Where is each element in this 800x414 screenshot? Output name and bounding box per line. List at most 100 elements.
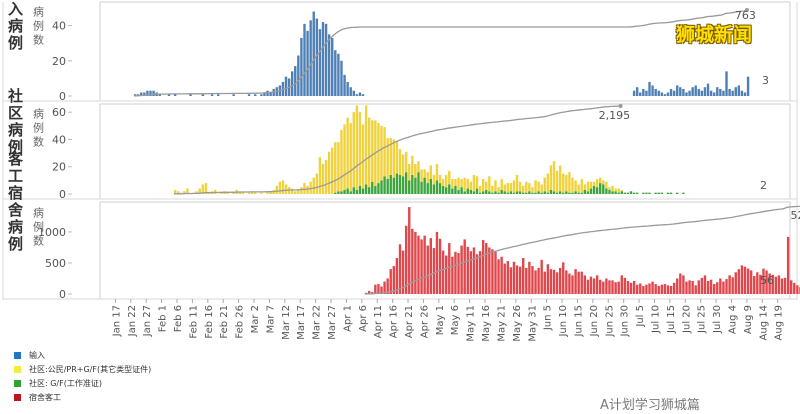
bar-community-citizen bbox=[506, 183, 510, 193]
bar-dormitory bbox=[605, 278, 608, 294]
bar-community-citizen bbox=[349, 123, 352, 192]
x-tick-label: Jun 15 bbox=[574, 305, 585, 338]
bar-imported bbox=[321, 22, 325, 96]
bar-community-wp bbox=[454, 185, 457, 194]
bar-dormitory bbox=[423, 235, 426, 294]
bar-community-wp bbox=[463, 191, 466, 194]
bar-dormitory bbox=[716, 282, 719, 294]
bar-imported bbox=[167, 94, 171, 96]
bar-community-citizen bbox=[269, 191, 272, 194]
bar-community-citizen bbox=[472, 174, 476, 192]
x-tick-label: May 16 bbox=[481, 305, 492, 342]
bar-community-wp bbox=[337, 191, 340, 194]
bar-community-citizen bbox=[177, 191, 180, 194]
bar-imported bbox=[635, 87, 639, 96]
bar-dormitory bbox=[706, 280, 710, 294]
last-value-label: 3 bbox=[762, 74, 769, 87]
bar-community-citizen bbox=[515, 174, 519, 192]
panel-frame bbox=[99, 1, 791, 102]
bar-community-citizen bbox=[500, 179, 503, 190]
bar-imported bbox=[651, 85, 654, 96]
bar-dormitory bbox=[688, 280, 691, 294]
bar-community-citizen bbox=[423, 169, 426, 178]
last-value-label: 2 bbox=[760, 179, 767, 192]
bar-community-wp bbox=[537, 191, 540, 194]
panel-title: 社区病例 bbox=[6, 87, 24, 156]
x-tick-label: May 6 bbox=[450, 305, 461, 335]
bar-community-wp bbox=[565, 191, 568, 194]
bar-imported bbox=[654, 88, 657, 96]
bar-community-citizen bbox=[318, 157, 322, 194]
bar-imported bbox=[731, 90, 734, 96]
bar-community-wp bbox=[398, 174, 402, 194]
bar-community-citizen bbox=[389, 138, 392, 175]
bar-community-citizen bbox=[395, 140, 399, 174]
bar-community-citizen bbox=[549, 165, 553, 190]
bar-community-citizen bbox=[392, 139, 396, 178]
bar-dormitory bbox=[537, 267, 540, 294]
bar-imported bbox=[149, 90, 152, 96]
x-tick-label: Jun 5 bbox=[543, 305, 554, 331]
bar-community-citizen bbox=[383, 127, 386, 177]
bar-community-wp bbox=[648, 192, 651, 194]
bar-imported bbox=[143, 92, 146, 96]
x-tick-label: May 31 bbox=[527, 305, 538, 342]
bar-imported bbox=[703, 87, 707, 96]
bar-community-wp bbox=[522, 192, 525, 194]
x-tick-label: Jul 30 bbox=[712, 305, 723, 334]
bar-dormitory bbox=[651, 281, 654, 294]
bar-community-citizen bbox=[460, 179, 463, 188]
bar-dormitory bbox=[367, 290, 371, 294]
bar-dormitory bbox=[731, 277, 734, 294]
legend-label: 输入 bbox=[29, 351, 45, 360]
bar-dormitory bbox=[728, 275, 731, 294]
bar-dormitory bbox=[571, 275, 574, 294]
bar-dormitory bbox=[411, 228, 414, 294]
bar-dormitory bbox=[555, 272, 559, 294]
bar-community-citizen bbox=[562, 173, 565, 193]
bar-community-citizen bbox=[309, 181, 312, 194]
bar-community-wp bbox=[568, 192, 571, 194]
bar-dormitory bbox=[617, 281, 620, 294]
bar-dormitory bbox=[574, 269, 577, 294]
bar-community-citizen bbox=[346, 117, 349, 189]
bar-dormitory bbox=[691, 280, 694, 294]
bar-dormitory bbox=[531, 266, 534, 294]
bar-community-wp bbox=[583, 189, 587, 194]
bar-dormitory bbox=[389, 269, 392, 294]
bar-community-citizen bbox=[275, 185, 278, 194]
bar-community-citizen bbox=[352, 112, 355, 188]
cumulative-endpoint bbox=[618, 104, 623, 108]
bar-imported bbox=[189, 94, 192, 96]
brand-logo: 狮城新闻 bbox=[676, 24, 753, 46]
x-tick-label: Jan 27 bbox=[142, 305, 153, 337]
bar-dormitory bbox=[568, 273, 571, 294]
y-tick-label: 20 bbox=[52, 161, 66, 174]
bar-community-citizen bbox=[491, 185, 494, 193]
bar-imported bbox=[315, 18, 319, 97]
bar-imported bbox=[639, 92, 642, 96]
bar-community-wp bbox=[632, 192, 636, 194]
bar-imported bbox=[679, 87, 682, 96]
y-axis-label: 病例数 bbox=[32, 107, 45, 150]
bar-community-citizen bbox=[284, 184, 288, 194]
bar-dormitory bbox=[642, 285, 645, 294]
bar-imported bbox=[232, 94, 235, 96]
bar-dormitory bbox=[506, 261, 510, 294]
bar-community-citizen bbox=[340, 129, 343, 192]
x-tick-label: Jun 30 bbox=[620, 305, 631, 338]
bar-community-wp bbox=[595, 187, 599, 194]
bar-dormitory bbox=[753, 276, 756, 294]
bar-imported bbox=[266, 90, 269, 96]
x-tick-label: Mar 17 bbox=[296, 305, 307, 340]
bar-community-citizen bbox=[183, 191, 186, 194]
bar-community-citizen bbox=[522, 185, 525, 193]
bar-imported bbox=[312, 11, 315, 96]
bar-community-wp bbox=[389, 174, 392, 194]
bar-dormitory bbox=[737, 269, 741, 294]
bar-dormitory bbox=[595, 275, 599, 294]
bar-dormitory bbox=[552, 269, 556, 294]
bar-community-citizen bbox=[540, 184, 543, 193]
bar-community-wp bbox=[349, 191, 352, 194]
bar-community-wp bbox=[617, 192, 620, 194]
